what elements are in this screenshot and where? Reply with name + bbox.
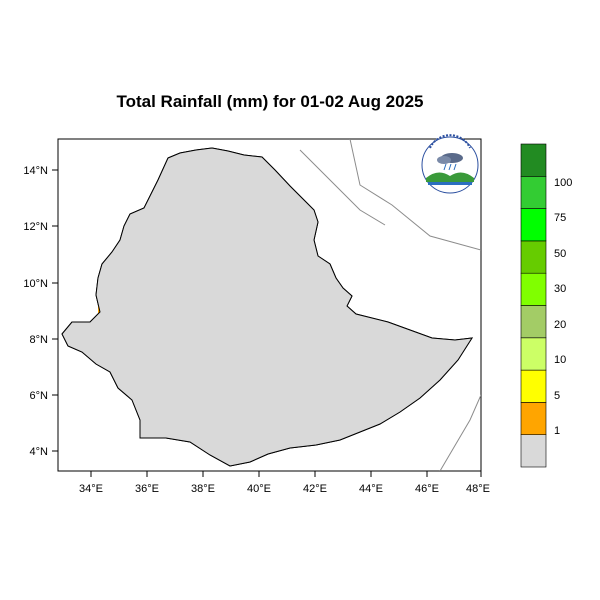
legend-label: 1 [554, 425, 560, 437]
x-tick-label: 46°E [415, 483, 439, 495]
legend-colorbar [520, 143, 547, 468]
legend-color-box [520, 272, 547, 306]
legend-label: 100 [554, 177, 572, 189]
somalia-coast [439, 394, 481, 471]
y-tick-label: 8°N [30, 334, 49, 346]
agency-logo [421, 134, 479, 194]
x-tick-label: 48°E [466, 483, 490, 495]
x-tick-label: 42°E [303, 483, 327, 495]
legend-label: 30 [554, 283, 566, 295]
legend-color-box [520, 143, 547, 177]
x-tick-label: 44°E [359, 483, 383, 495]
neighbor-border-eritrea-coast [349, 139, 481, 251]
legend-color-box [520, 240, 547, 274]
y-tick-label: 10°N [23, 278, 48, 290]
legend-color-box [520, 402, 547, 435]
map-title: Total Rainfall (mm) for 01-02 Aug 2025 [116, 92, 424, 111]
axis-ticks [52, 169, 482, 477]
legend-label: 5 [554, 390, 560, 402]
y-tick-label: 12°N [23, 221, 48, 233]
legend-label: 10 [554, 354, 566, 366]
legend-color-box [520, 305, 547, 339]
y-tick-label: 14°N [23, 165, 48, 177]
neighbor-coastline [299, 149, 386, 226]
x-tick-label: 38°E [191, 483, 215, 495]
legend-label: 50 [554, 248, 566, 260]
x-tick-label: 36°E [135, 483, 159, 495]
y-tick-label: 4°N [30, 446, 49, 458]
legend-color-box [520, 369, 547, 403]
legend-color-box [520, 434, 547, 468]
legend-color-box [520, 337, 547, 371]
x-tick-label: 34°E [79, 483, 103, 495]
legend-color-box [520, 176, 547, 209]
x-tick-label: 40°E [247, 483, 271, 495]
legend-color-box [520, 208, 547, 242]
legend-label: 20 [554, 319, 566, 331]
legend-label: 75 [554, 212, 566, 224]
y-tick-label: 6°N [30, 390, 49, 402]
